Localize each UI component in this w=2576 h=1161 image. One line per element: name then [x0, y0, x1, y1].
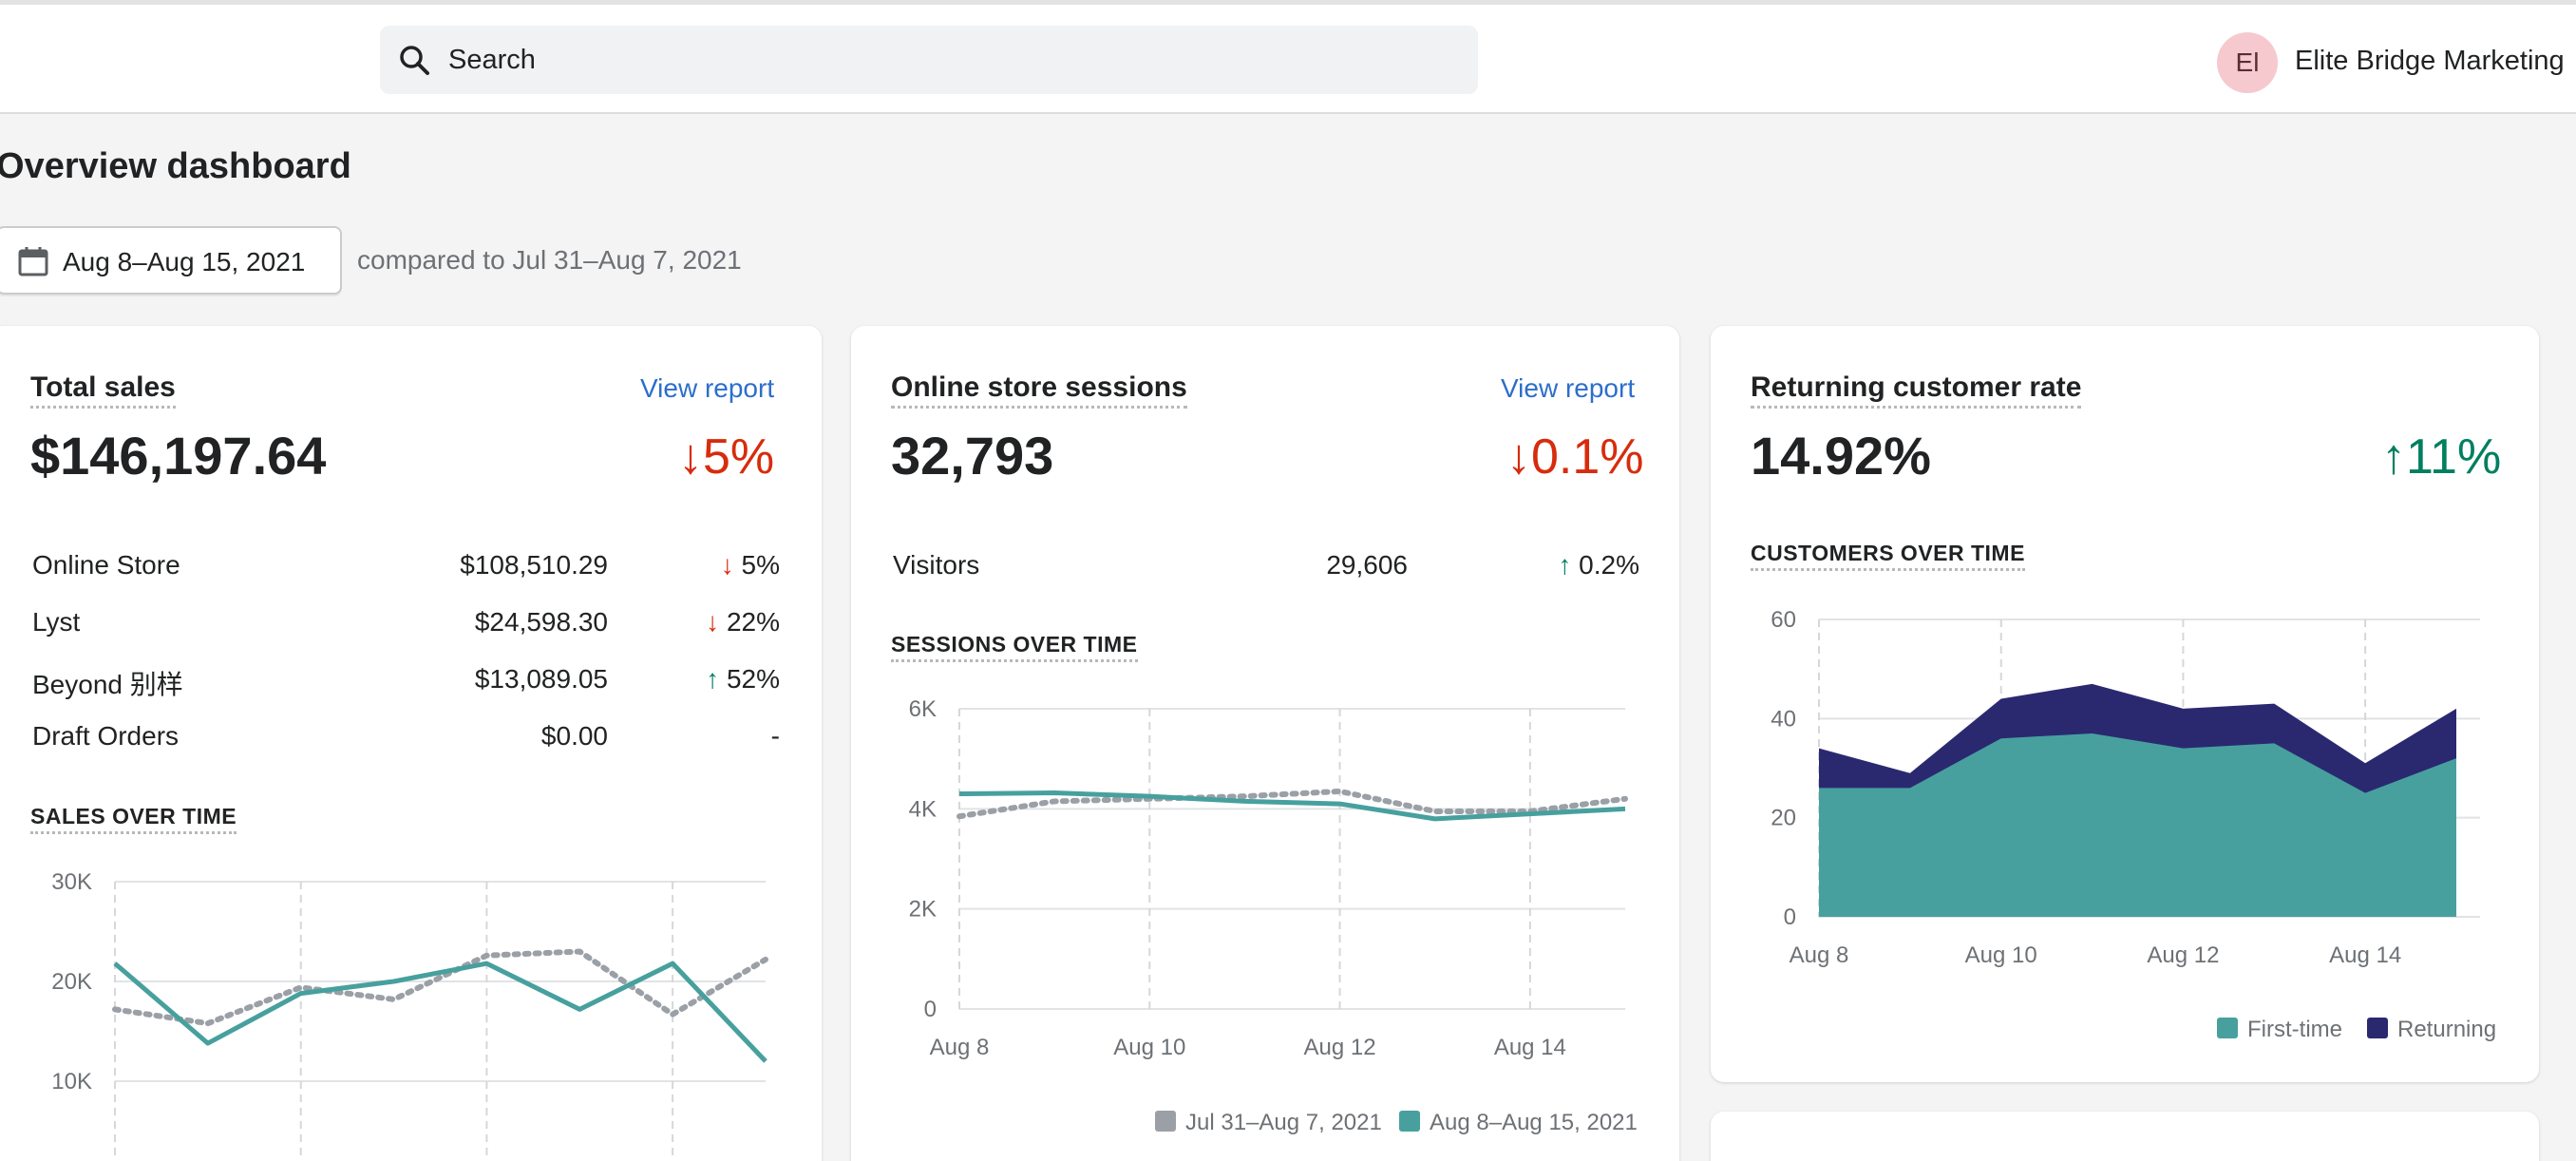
total-sales-delta: ↓5% [678, 429, 775, 485]
x-tick-label: Aug 12 [2147, 942, 2219, 968]
sessions-delta: ↓0.1% [1506, 429, 1644, 485]
sales-chart-title[interactable]: SALES OVER TIME [30, 804, 237, 834]
x-tick-label: Aug 8 [1790, 942, 1849, 968]
avatar[interactable]: El [2217, 32, 2278, 93]
date-range-button[interactable]: Aug 8–Aug 15, 2021 [0, 226, 342, 295]
channel-change: ↓ 5% [720, 550, 780, 580]
arrow-up-icon: ↑ [706, 664, 720, 694]
channel-name: Lyst [32, 607, 81, 637]
x-tick-label: Aug 14 [2329, 942, 2401, 968]
y-tick-label: 4K [909, 796, 937, 822]
search-icon [400, 46, 429, 75]
customers-over-time-chart: 0 20 40 60 Aug 8 Aug 10 Aug 12 Aug 14 First-time… [1771, 607, 2496, 1042]
first-time-area [1819, 733, 2456, 917]
channel-change: - [770, 721, 780, 751]
sessions-title[interactable]: Online store sessions [891, 371, 1187, 409]
legend-label-previous: Jul 31–Aug 7, 2021 [1185, 1110, 1382, 1135]
returning-delta: ↑11% [2381, 429, 2502, 485]
legend-label-returning: Returning [2397, 1017, 2496, 1042]
y-tick-label: 6K [909, 696, 937, 722]
arrow-up-icon: ↑ [2381, 429, 2406, 485]
customers-chart-title[interactable]: CUSTOMERS OVER TIME [1751, 541, 2025, 571]
y-tick-label: 40 [1771, 706, 1796, 732]
date-range-label: Aug 8–Aug 15, 2021 [63, 247, 306, 276]
previous-period-line [957, 788, 1628, 820]
search-input[interactable]: Search [380, 26, 1478, 94]
arrow-down-icon: ↓ [1506, 429, 1531, 485]
channel-value: $108,510.29 [460, 550, 608, 580]
page-title: Overview dashboard [0, 146, 351, 186]
arrow-down-icon: ↓ [706, 607, 720, 637]
y-tick-label: 0 [1784, 904, 1796, 930]
y-tick-label: 30K [51, 869, 92, 895]
previous-period-line [112, 948, 768, 1027]
total-sales-card: Total sales View report $146,197.64 ↓5% … [0, 326, 822, 1161]
compare-text: compared to Jul 31–Aug 7, 2021 [357, 245, 742, 275]
search-placeholder: Search [448, 45, 536, 75]
channel-name: Beyond 别样 [32, 670, 183, 699]
channel-name: Online Store [32, 550, 180, 580]
channel-value: $13,089.05 [474, 664, 608, 694]
total-sales-view-report-link[interactable]: View report [640, 373, 775, 403]
returning-value: 14.92% [1751, 426, 1931, 485]
x-tick-label: Aug 8 [930, 1035, 990, 1060]
y-tick-label: 60 [1771, 607, 1796, 633]
top-bar: Search El Elite Bridge Marketing [0, 0, 2576, 114]
arrow-down-icon: ↓ [720, 550, 734, 580]
legend-swatch-previous [1155, 1111, 1176, 1132]
visitors-change: ↑ 0.2% [1558, 550, 1639, 580]
arrow-down-icon: ↓ [678, 429, 703, 485]
sessions-value: 32,793 [891, 426, 1054, 485]
total-sales-title[interactable]: Total sales [30, 371, 176, 409]
sessions-chart-title[interactable]: SESSIONS OVER TIME [891, 632, 1138, 662]
legend-label-first-time: First-time [2247, 1017, 2342, 1042]
total-sales-value: $146,197.64 [30, 426, 327, 485]
legend-label-current: Aug 8–Aug 15, 2021 [1430, 1110, 1638, 1135]
x-tick-label: Aug 14 [1494, 1035, 1566, 1060]
channel-name: Draft Orders [32, 721, 180, 751]
y-tick-label: 20 [1771, 806, 1796, 831]
x-tick-label: Aug 10 [1965, 942, 2037, 968]
calendar-icon [18, 247, 48, 276]
channel-change: ↑ 52% [706, 664, 780, 694]
y-tick-label: 20K [51, 969, 92, 995]
channel-value: $24,598.30 [474, 607, 608, 637]
visitors-label: Visitors [893, 550, 980, 580]
current-period-line [958, 790, 1626, 822]
next-card [1711, 1112, 2539, 1161]
arrow-up-icon: ↑ [1558, 550, 1572, 580]
visitors-value: 29,606 [1326, 550, 1408, 580]
legend-swatch-current [1399, 1111, 1420, 1132]
y-tick-label: 0 [924, 997, 937, 1022]
y-tick-label: 2K [909, 897, 937, 923]
returning-customer-rate-card: Returning customer rate 14.92% ↑11% CUST… [1711, 326, 2539, 1082]
x-tick-label: Aug 10 [1113, 1035, 1185, 1060]
sales-over-time-chart: 10K 20K 30K [51, 869, 768, 1161]
current-period-line [113, 961, 767, 1063]
store-name[interactable]: Elite Bridge Marketing [2295, 46, 2565, 76]
online-store-sessions-card: Online store sessions View report 32,793… [851, 326, 1679, 1161]
sessions-over-time-chart: 0 2K 4K 6K Aug 8 Aug 10 Aug 12 Aug 14 Jul 31–Aug… [909, 696, 1638, 1135]
legend-swatch-returning [2367, 1018, 2388, 1038]
sessions-view-report-link[interactable]: View report [1501, 373, 1636, 403]
channel-change: ↓ 22% [706, 607, 780, 637]
channel-value: $0.00 [540, 721, 608, 751]
y-tick-label: 10K [51, 1069, 92, 1094]
legend-swatch-first-time [2217, 1018, 2238, 1038]
x-tick-label: Aug 12 [1304, 1035, 1376, 1060]
returning-title[interactable]: Returning customer rate [1751, 371, 2082, 409]
